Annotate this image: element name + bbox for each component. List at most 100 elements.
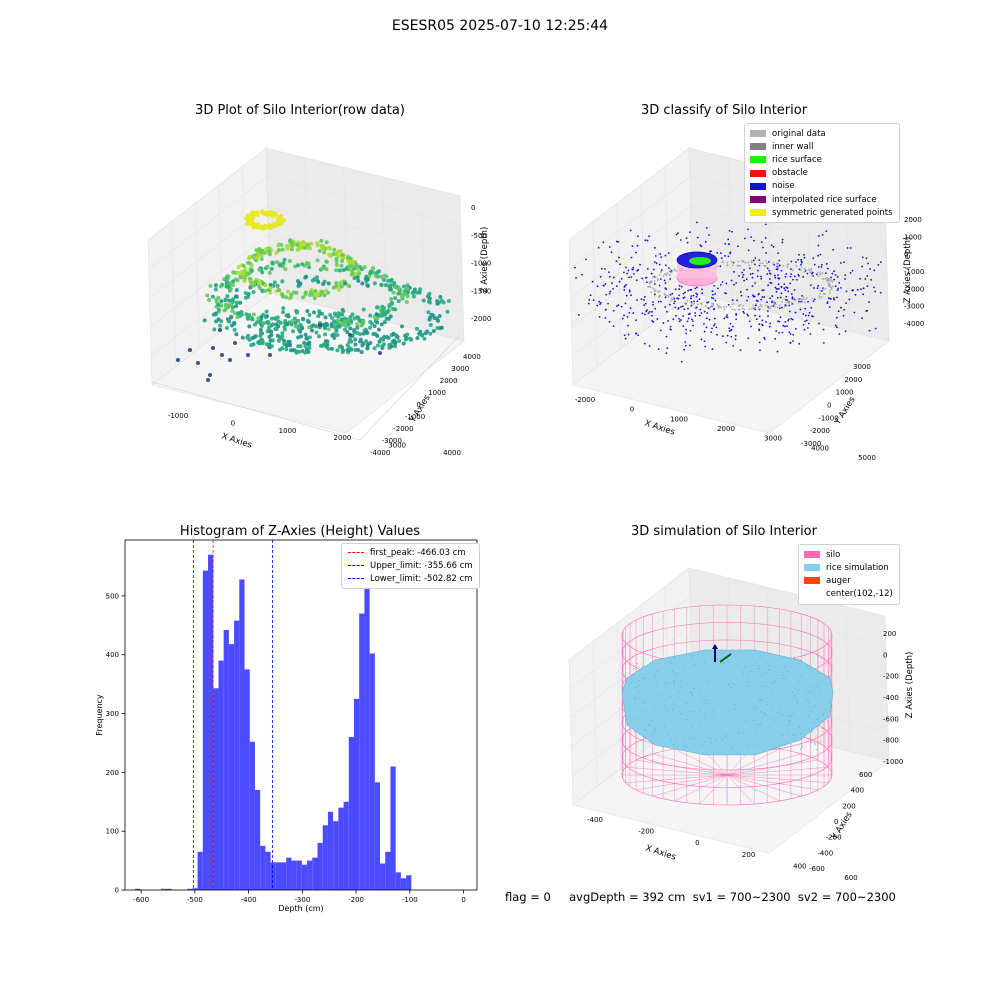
noise-point	[860, 288, 862, 291]
raw-point	[356, 278, 361, 283]
original-point	[717, 306, 720, 309]
noise-point	[791, 318, 794, 321]
silo-spoke	[726, 774, 780, 802]
rice-mesh-dot	[764, 712, 766, 714]
raw-point	[348, 256, 353, 261]
noise-point	[757, 293, 760, 296]
rice-mesh-dot	[793, 656, 795, 658]
histogram-bar	[265, 851, 271, 890]
raw-point	[188, 348, 192, 352]
noise-point	[773, 263, 775, 266]
raw-point	[340, 349, 345, 354]
noise-point	[724, 292, 726, 294]
raw-y-tick-label: -1000	[405, 413, 425, 421]
noise-point	[758, 341, 761, 344]
noise-point	[759, 349, 761, 352]
noise-point	[838, 281, 841, 284]
original-point	[752, 304, 755, 307]
rice-mesh-dot	[733, 708, 735, 710]
raw-point	[414, 326, 419, 331]
floor-pane	[572, 292, 890, 434]
noise-point	[800, 258, 803, 261]
noise-point	[653, 283, 656, 285]
noise-point	[809, 333, 812, 335]
raw-point	[251, 312, 256, 317]
noise-point	[710, 331, 713, 333]
raw-point	[309, 328, 314, 333]
raw-3d-plot: -10000100020003000400040003000200010000-…	[147, 147, 491, 457]
raw-point	[267, 249, 272, 254]
legend-label: center(102,-12)	[826, 589, 893, 600]
raw-point	[304, 274, 309, 279]
raw-point	[353, 342, 358, 347]
raw-point	[360, 281, 365, 286]
noise-point	[678, 288, 681, 291]
noise-point	[627, 333, 630, 336]
raw-point	[334, 256, 339, 261]
raw-point	[439, 325, 444, 330]
original-point	[743, 308, 746, 311]
rice-mesh-dot	[815, 685, 817, 687]
raw-point	[259, 322, 264, 327]
original-point	[817, 275, 820, 277]
grid-line	[304, 157, 310, 303]
noise-point	[803, 256, 806, 259]
raw-point	[326, 290, 331, 295]
noise-point	[800, 261, 803, 264]
histogram-bar	[348, 737, 354, 890]
noise-point	[790, 268, 792, 270]
rice-mesh-dot	[779, 708, 781, 710]
rice-mesh-dot	[816, 719, 818, 721]
noise-point	[613, 276, 615, 279]
raw-point	[265, 329, 270, 334]
grid-line	[570, 205, 887, 299]
raw-point	[356, 347, 361, 352]
noise-point	[690, 295, 693, 298]
noise-point	[658, 284, 661, 287]
raw-point	[281, 306, 286, 311]
rice-mesh-dot	[664, 706, 666, 708]
original-point	[653, 294, 656, 297]
raw-point	[297, 281, 302, 286]
noise-point	[757, 300, 759, 302]
rice-mesh-dot	[804, 655, 806, 657]
noise-point	[760, 277, 763, 280]
histogram-bar	[291, 860, 297, 890]
raw-point	[375, 305, 380, 310]
noise-point	[776, 268, 779, 271]
rice-mesh-dot	[794, 695, 796, 697]
noise-point	[685, 328, 687, 331]
noise-point	[660, 269, 663, 271]
noise-point	[774, 338, 777, 340]
raw-point	[312, 310, 317, 315]
noise-point	[643, 342, 646, 345]
raw-point	[295, 242, 300, 247]
original-point	[770, 305, 773, 307]
original-point	[670, 297, 673, 300]
noise-point	[721, 335, 724, 338]
noise-point	[770, 244, 773, 247]
grid-line	[343, 167, 348, 313]
noise-point	[632, 312, 635, 314]
rice-mesh-dot	[710, 741, 712, 743]
original-point	[816, 271, 819, 274]
noise-point	[690, 288, 693, 291]
raw-point	[316, 291, 321, 296]
original-point	[722, 306, 725, 308]
noise-point	[635, 251, 637, 254]
raw-point	[383, 283, 388, 288]
original-point	[831, 285, 834, 288]
original-point	[807, 268, 810, 271]
raw-point	[300, 317, 305, 322]
legend-swatch	[750, 182, 766, 190]
rice-mesh-dot	[631, 674, 633, 676]
noise-point	[608, 271, 610, 274]
original-point	[781, 301, 784, 303]
sim-z-tick-label: -1000	[883, 758, 903, 766]
rice-mesh-dot	[689, 691, 691, 693]
noise-point	[785, 295, 788, 298]
raw-point	[389, 300, 394, 305]
noise-point	[659, 278, 662, 280]
noise-point	[665, 352, 668, 355]
noise-point	[677, 297, 680, 300]
